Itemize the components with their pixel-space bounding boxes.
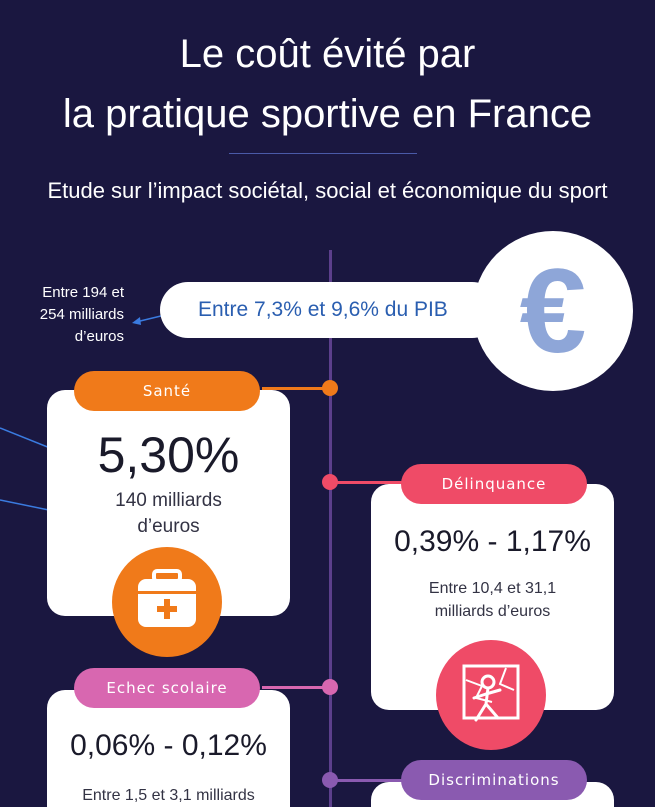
echec-card — [47, 690, 290, 807]
delinquance-timeline-dot — [322, 474, 338, 490]
title-divider — [229, 153, 417, 154]
echec-value: 0,06% - 0,12% — [70, 729, 267, 762]
delinquance-connector — [331, 481, 403, 484]
delinquance-value: 0,39% - 1,17% — [394, 525, 591, 558]
sante-amount-line-1: 140 milliards — [115, 490, 222, 511]
sante-label: Santé — [74, 371, 260, 411]
total-amount-line-2: 254 milliards — [39, 306, 124, 323]
sante-connector — [262, 387, 329, 390]
page-title-line-2: la pratique sportive en France — [62, 92, 593, 136]
total-amount-note: Entre 194 et 254 milliards d’euros — [0, 282, 124, 348]
first-aid-kit-icon — [138, 569, 196, 627]
sante-amount-line-2: d’euros — [137, 516, 200, 537]
page-title-line-1: Le coût évité par — [179, 32, 476, 76]
euro-circle — [473, 231, 633, 391]
delinquance-icon-circle — [436, 640, 546, 750]
total-amount-line-3: d’euros — [74, 328, 124, 345]
delinquance-label: Délinquance — [401, 464, 587, 504]
discriminations-timeline-dot — [322, 772, 338, 788]
discriminations-label: Discriminations — [401, 760, 587, 800]
sante-timeline-dot — [322, 380, 338, 396]
delinquance-amount-line-1: Entre 10,4 et 31,1 — [428, 580, 557, 597]
echec-connector — [262, 686, 329, 689]
sante-value: 5,30% — [97, 427, 240, 483]
timeline-line — [329, 250, 332, 807]
euro-icon: € — [519, 244, 587, 378]
echec-amount-line-1: Entre 1,5 et 3,1 milliards — [82, 787, 255, 804]
broken-window-burglar-icon — [462, 664, 520, 722]
delinquance-amount-line-2: milliards d’euros — [434, 603, 551, 620]
discriminations-connector — [331, 779, 403, 782]
pib-badge: Entre 7,3% et 9,6% du PIB — [160, 282, 500, 338]
echec-label: Echec scolaire — [74, 668, 260, 708]
page-subtitle: Etude sur l’impact sociétal, social et é… — [47, 178, 608, 203]
echec-timeline-dot — [322, 679, 338, 695]
total-amount-line-1: Entre 194 et — [42, 284, 124, 301]
